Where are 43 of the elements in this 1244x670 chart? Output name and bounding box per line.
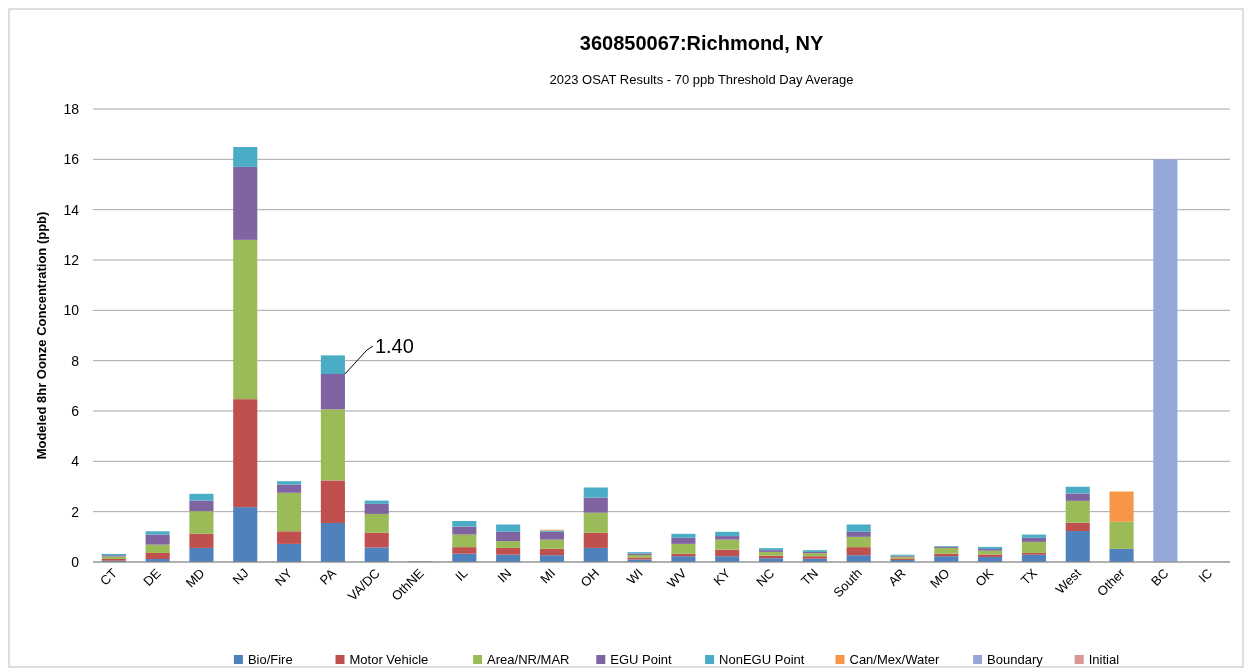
y-tick-label: 18 bbox=[63, 101, 80, 117]
x-tick-label: MD bbox=[182, 565, 208, 591]
x-tick-label: DE bbox=[140, 565, 164, 589]
x-tick-label: IN bbox=[494, 565, 515, 586]
legend-label: Boundary bbox=[987, 652, 1044, 667]
x-tick-label: WV bbox=[664, 565, 690, 591]
x-tick-label: OK bbox=[972, 565, 997, 590]
x-tick-label: MO bbox=[927, 565, 953, 591]
x-tick-label: BC bbox=[1148, 565, 1172, 589]
x-tick-label: IL bbox=[452, 565, 471, 584]
chart-subtitle: 2023 OSAT Results - 70 ppb Threshold Day Average bbox=[549, 72, 854, 87]
x-tick-label: NY bbox=[271, 565, 296, 589]
y-tick-label: 4 bbox=[71, 453, 80, 470]
x-tick-label: PA bbox=[316, 565, 340, 588]
annotation: 1.40 bbox=[374, 335, 414, 358]
legend-label: Initial bbox=[1088, 652, 1120, 667]
x-tick-label: CT bbox=[97, 565, 120, 589]
x-tick-label: WI bbox=[623, 565, 646, 588]
y-tick-label: 10 bbox=[63, 302, 80, 319]
y-tick-label: 8 bbox=[71, 352, 80, 369]
x-tick-label: OH bbox=[577, 565, 602, 590]
x-tick-label: AR bbox=[885, 565, 909, 589]
x-tick-label: NJ bbox=[229, 565, 252, 588]
y-tick-label: 12 bbox=[63, 252, 80, 268]
legend-label: Can/Mex/Water bbox=[849, 652, 940, 667]
y-tick-label: 2 bbox=[71, 503, 80, 520]
x-tick-label: MI bbox=[537, 565, 559, 587]
y-tick-label: 6 bbox=[71, 403, 80, 419]
x-tick-label: TX bbox=[1017, 565, 1041, 588]
x-tick-label: NC bbox=[753, 565, 778, 590]
x-tick-label: KY bbox=[710, 565, 734, 589]
y-tick-label: 0 bbox=[71, 554, 80, 570]
legend-label: Area/NR/MAR bbox=[487, 652, 570, 667]
y-tick-label: 16 bbox=[63, 151, 80, 168]
y-axis-title: Modeled 8hr Oonze Concentration (ppb) bbox=[34, 211, 49, 460]
legend-label: Motor Vehicle bbox=[349, 652, 429, 667]
x-tick-label: TN bbox=[798, 565, 821, 589]
y-tick-label: 14 bbox=[63, 201, 80, 218]
chart-title: 360850067:Richmond, NY bbox=[579, 32, 824, 54]
x-tick-label: IC bbox=[1195, 565, 1216, 586]
legend-label: Bio/Fire bbox=[247, 652, 293, 667]
legend-label: NonEGU Point bbox=[719, 652, 805, 667]
legend-label: EGU Point bbox=[610, 652, 673, 667]
